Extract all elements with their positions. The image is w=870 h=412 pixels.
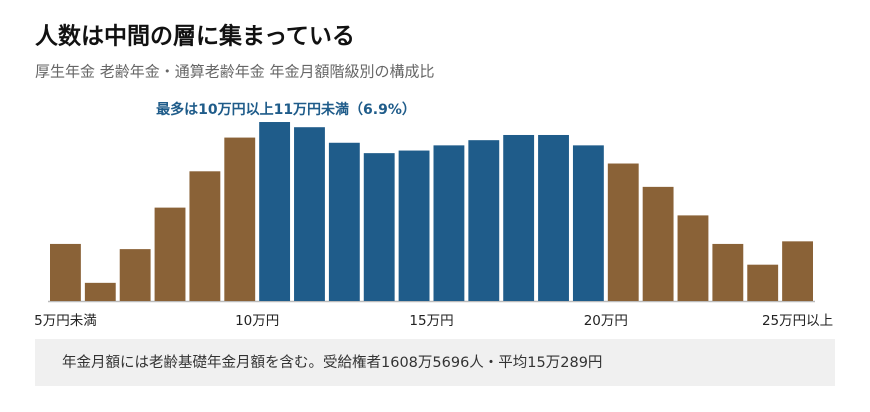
bar <box>50 243 81 301</box>
bar <box>119 249 151 301</box>
bar <box>642 186 674 301</box>
bar <box>259 122 291 301</box>
bar <box>398 150 430 301</box>
x-tick-label: 25万円以上 <box>762 313 833 329</box>
note-box <box>35 339 835 386</box>
bar <box>677 215 709 301</box>
bar <box>782 241 813 301</box>
bar <box>84 282 116 301</box>
note: 年金月額には老齢基礎年金月額を含む。受給権者1608万5696人・平均15万28… <box>62 354 602 371</box>
x-tick-label: 10万円 <box>235 313 279 329</box>
bar <box>328 142 360 301</box>
bar <box>712 243 744 301</box>
chart-subtitle: 厚生年金 老齢年金・通算老齢年金 年金月額階級別の構成比 <box>35 63 435 81</box>
annotation: 最多は10万円以上11万円未満（6.9%） <box>156 101 416 118</box>
x-tick-label: 5万円未満 <box>34 313 97 329</box>
bar <box>572 145 604 301</box>
bar <box>294 127 325 302</box>
bar <box>224 137 256 301</box>
bar <box>154 207 186 301</box>
bar <box>468 140 500 301</box>
chart-title: 人数は中間の層に集まっている <box>35 23 355 50</box>
bar <box>189 171 221 301</box>
bar <box>433 145 465 301</box>
bar <box>607 163 639 301</box>
bar <box>747 264 779 301</box>
x-tick-label: 15万円 <box>409 313 453 329</box>
bar <box>503 134 535 301</box>
x-tick-label: 20万円 <box>584 313 628 329</box>
bar <box>538 134 569 301</box>
bar <box>363 153 395 301</box>
